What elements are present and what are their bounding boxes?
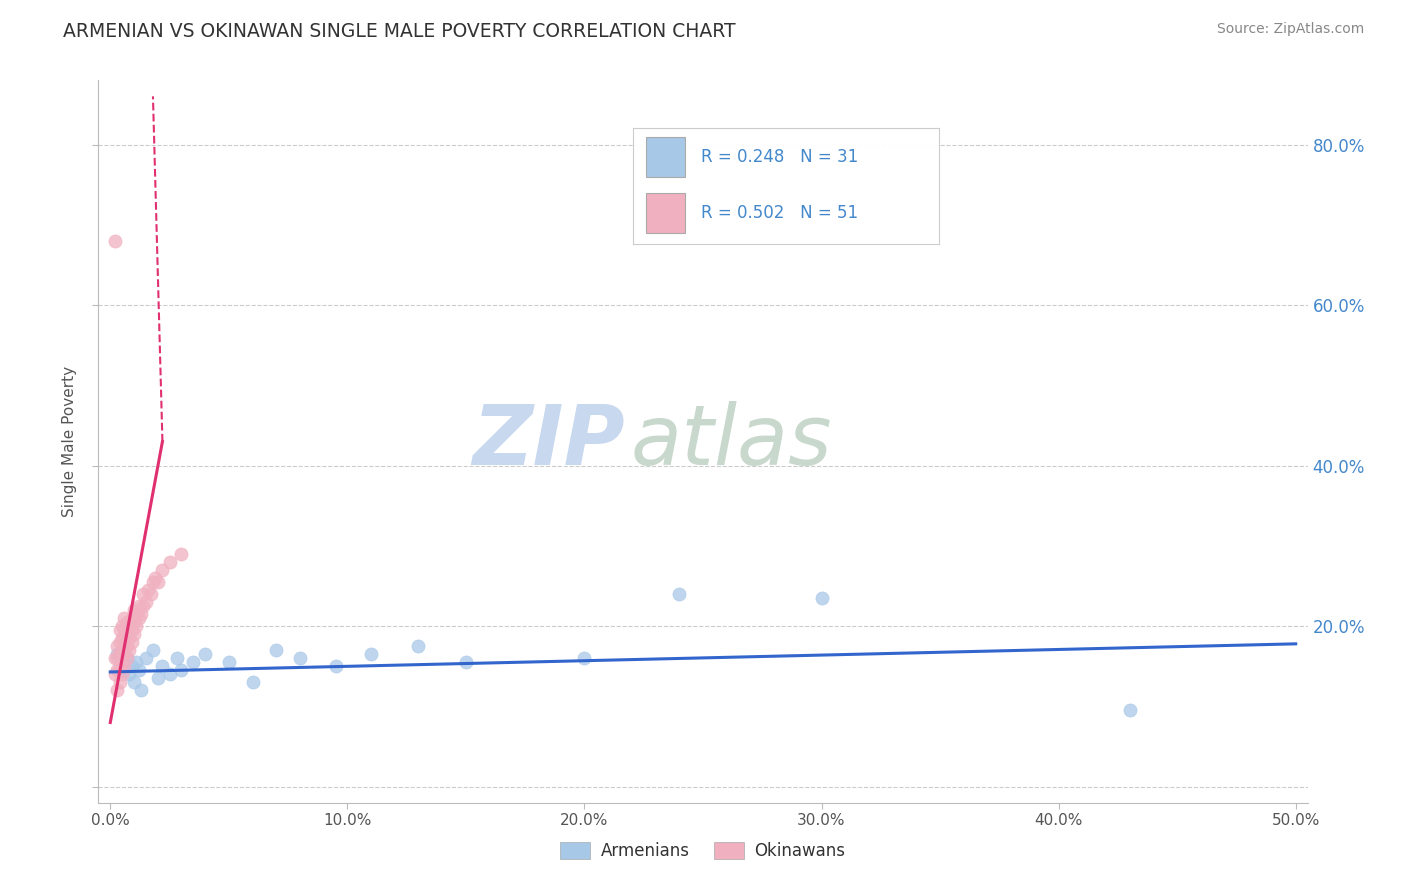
- Point: [118, 632, 141, 646]
- Point: [810, 591, 832, 606]
- Point: [104, 234, 127, 248]
- Point: [111, 655, 134, 669]
- Text: R = 0.502   N = 51: R = 0.502 N = 51: [700, 204, 858, 222]
- Point: [125, 619, 148, 633]
- Point: [132, 587, 155, 601]
- Point: [111, 619, 134, 633]
- Point: [122, 675, 145, 690]
- Point: [105, 664, 128, 678]
- Point: [170, 664, 193, 678]
- Legend: Armenians, Okinawans: Armenians, Okinawans: [554, 835, 852, 867]
- Point: [242, 675, 264, 690]
- Point: [128, 599, 150, 614]
- Point: [194, 648, 217, 662]
- Point: [115, 651, 138, 665]
- Point: [152, 659, 174, 673]
- Point: [121, 623, 143, 637]
- Point: [454, 655, 477, 669]
- Point: [125, 655, 148, 669]
- Point: [115, 627, 138, 641]
- Point: [142, 574, 165, 589]
- Point: [104, 651, 127, 665]
- Point: [115, 639, 138, 653]
- Point: [115, 651, 138, 665]
- Point: [146, 574, 169, 589]
- Point: [122, 627, 145, 641]
- Text: R = 0.248   N = 31: R = 0.248 N = 31: [700, 148, 858, 166]
- Point: [122, 615, 145, 630]
- Point: [122, 603, 145, 617]
- Point: [132, 599, 155, 614]
- Y-axis label: Single Male Poverty: Single Male Poverty: [62, 366, 77, 517]
- Point: [108, 659, 131, 673]
- Point: [114, 664, 136, 678]
- Point: [574, 651, 596, 665]
- Point: [108, 623, 131, 637]
- Point: [135, 595, 157, 609]
- Point: [159, 667, 181, 681]
- Point: [264, 643, 287, 657]
- Point: [105, 651, 128, 665]
- Point: [143, 571, 166, 585]
- Point: [118, 667, 141, 681]
- Point: [146, 671, 169, 685]
- Point: [118, 643, 141, 657]
- Point: [118, 619, 141, 633]
- Point: [129, 683, 152, 698]
- Point: [128, 611, 150, 625]
- Point: [114, 623, 136, 637]
- Point: [105, 639, 128, 653]
- Point: [114, 611, 136, 625]
- Point: [114, 635, 136, 649]
- Point: [325, 659, 347, 673]
- Bar: [645, 137, 685, 177]
- Point: [125, 607, 148, 621]
- Point: [108, 648, 131, 662]
- Point: [166, 651, 188, 665]
- Point: [111, 643, 134, 657]
- Point: [111, 632, 134, 646]
- Point: [408, 639, 430, 653]
- Point: [108, 635, 131, 649]
- Text: atlas: atlas: [630, 401, 832, 482]
- Point: [121, 611, 143, 625]
- Text: ARMENIAN VS OKINAWAN SINGLE MALE POVERTY CORRELATION CHART: ARMENIAN VS OKINAWAN SINGLE MALE POVERTY…: [63, 22, 735, 41]
- Point: [152, 563, 174, 577]
- Point: [159, 555, 181, 569]
- Point: [142, 643, 165, 657]
- Point: [104, 667, 127, 681]
- Point: [121, 635, 143, 649]
- Point: [136, 583, 159, 598]
- Point: [181, 655, 204, 669]
- Point: [121, 659, 143, 673]
- Point: [105, 683, 128, 698]
- Text: Source: ZipAtlas.com: Source: ZipAtlas.com: [1216, 22, 1364, 37]
- Point: [135, 651, 157, 665]
- Point: [288, 651, 311, 665]
- Bar: [645, 193, 685, 233]
- Point: [115, 615, 138, 630]
- Point: [170, 547, 193, 561]
- Point: [111, 667, 134, 681]
- Point: [360, 648, 382, 662]
- Point: [108, 675, 131, 690]
- Point: [128, 664, 150, 678]
- Point: [1119, 703, 1142, 717]
- Point: [218, 655, 240, 669]
- Point: [139, 587, 162, 601]
- Point: [114, 648, 136, 662]
- Point: [129, 607, 152, 621]
- Point: [105, 648, 128, 662]
- Point: [114, 659, 136, 673]
- Text: ZIP: ZIP: [472, 401, 624, 482]
- Point: [111, 655, 134, 669]
- Point: [668, 587, 690, 601]
